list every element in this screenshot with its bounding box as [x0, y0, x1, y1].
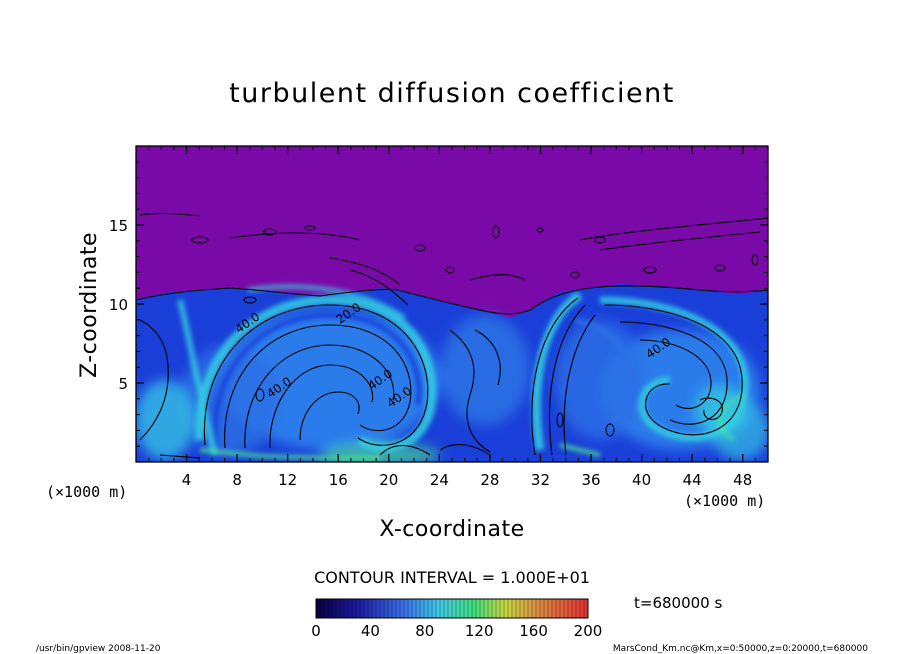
colorbar: 0 40 80 120 160 200 — [311, 598, 602, 640]
y-tick-label: 10 — [109, 296, 128, 314]
x-tick-label: 24 — [430, 471, 449, 489]
colorbar-stripes — [319, 599, 585, 618]
colorbar-tick-label: 160 — [519, 622, 548, 640]
colorbar-tick-label: 80 — [415, 622, 434, 640]
time-label: t=680000 s — [634, 594, 722, 612]
x-tick-label: 12 — [278, 471, 297, 489]
contour-lines — [136, 212, 768, 459]
colorbar-tick-label: 0 — [311, 622, 321, 640]
y-axis-unit: (×1000 m) — [46, 483, 127, 501]
x-tick-label: 16 — [329, 471, 348, 489]
colorbar-tick-label: 40 — [361, 622, 380, 640]
y-tick-label: 15 — [109, 217, 128, 235]
upper-region — [136, 146, 768, 318]
x-tick-label: 20 — [379, 471, 398, 489]
speckle-contours — [191, 225, 759, 437]
y-tick-label: 5 — [118, 375, 128, 393]
contour-interval: CONTOUR INTERVAL = 1.000E+01 — [314, 568, 590, 587]
x-tick-label: 4 — [182, 471, 192, 489]
x-tick-label: 8 — [232, 471, 242, 489]
y-axis-label: Z-coordinate — [77, 232, 102, 378]
chart-title: turbulent diffusion coefficient — [229, 78, 675, 109]
colorbar-tick-label: 120 — [465, 622, 494, 640]
x-tick-label: 36 — [581, 471, 600, 489]
x-tick-label: 44 — [683, 471, 702, 489]
field-blobs — [136, 310, 768, 462]
heatmap-field: 40.040.0 40.040.040.020.0 — [136, 146, 768, 462]
colorbar-tick-label: 200 — [574, 622, 603, 640]
x-axis-label: X-coordinate — [379, 517, 524, 542]
x-axis-unit: (×1000 m) — [684, 492, 765, 510]
plot-area: 40.040.0 40.040.040.020.0 4 8 12 16 20 24 28 32 3… — [109, 145, 769, 489]
footer-left: /usr/bin/gpview 2008-11-20 — [36, 644, 161, 654]
footer-right: MarsCond_Km.nc@Km,x=0:50000,z=0:20000,t=… — [613, 644, 868, 654]
x-tick-label: 32 — [531, 471, 550, 489]
vortex-ribbons — [177, 284, 749, 460]
x-tick-label: 28 — [480, 471, 499, 489]
x-tick-label: 40 — [632, 471, 651, 489]
x-tick-label: 48 — [733, 471, 752, 489]
colorbar-ticks: 0 40 80 120 160 200 — [311, 622, 602, 640]
